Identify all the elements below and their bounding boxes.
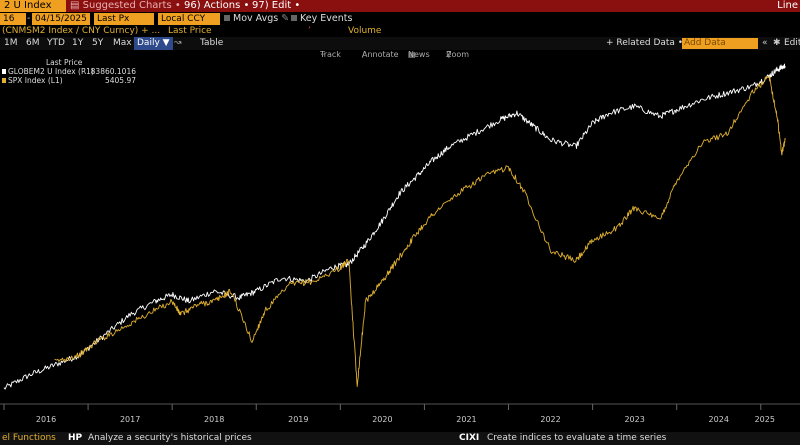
spx-series-line <box>54 75 786 388</box>
period-bar: 1M 6M YTD 1Y 5Y Max Daily ▼ ↝ Table + Re… <box>0 37 800 50</box>
security-name[interactable]: 2 U Index <box>0 0 66 12</box>
x-tick-label: 2020 <box>372 415 392 424</box>
chart-legend: Last Price GLOBEM2 U Index (R1) 83860.10… <box>2 58 136 85</box>
chart-tools: ⋅⋅ Track ∕ Annotate ▤ News ⚲ Zoom <box>320 50 470 59</box>
edit-gear-icon[interactable]: ✱ <box>773 38 781 48</box>
date-separator: - <box>27 13 31 24</box>
period-ytd[interactable]: YTD <box>47 38 65 48</box>
chart-icon[interactable]: ↝ <box>174 38 182 48</box>
legend-header: Last Price <box>46 58 83 67</box>
volume-label: Volume <box>348 26 382 36</box>
x-tick-label: 2024 <box>709 415 729 424</box>
period-1m[interactable]: 1M <box>4 38 18 48</box>
x-tick-label: 2017 <box>120 415 140 424</box>
frequency-select[interactable]: Daily ▼ <box>134 37 173 50</box>
currency-select[interactable]: Local CCY <box>158 13 220 25</box>
globem2-series-line <box>3 63 786 390</box>
end-date-field[interactable]: 04/15/2025 <box>32 13 90 25</box>
suggested-charts-menu[interactable]: ▤ Suggested Charts • <box>70 0 181 11</box>
key-events-toggle[interactable]: Key Events <box>291 13 352 25</box>
legend-value: 83860.1016 <box>90 67 136 76</box>
parameter-bar: 16 - 04/15/2025 Last Px Local CCY Mov Av… <box>0 13 800 26</box>
price-chart[interactable]: 2016 2017 2018 2019 2020 2021 2022 2023 2024 2025 <box>0 60 800 432</box>
zoom-icon: ⚲ <box>446 50 452 59</box>
x-tick-labels: 2016 2017 2018 2019 2020 2021 2022 2023 2024 2025 <box>36 415 775 424</box>
checkbox-icon <box>224 15 230 21</box>
function-bar: 2 U Index ▤ Suggested Charts • 96) Actio… <box>0 0 800 12</box>
function-hint-bar: el Functions HP Analyze a security's his… <box>0 432 800 445</box>
legend-item-globem2[interactable]: GLOBEM2 U Index (R1) 83860.1016 <box>2 67 136 76</box>
collapse-icon[interactable]: « <box>762 38 768 48</box>
x-tick-label: 2016 <box>36 415 56 424</box>
start-date-field[interactable]: 16 <box>0 13 26 25</box>
cixi-description: Create indices to evaluate a time series <box>487 433 667 443</box>
chart-series <box>3 63 786 390</box>
period-1y[interactable]: 1Y <box>72 38 84 48</box>
x-tick-label: 2023 <box>624 415 644 424</box>
legend-name: SPX Index (L1) <box>8 76 63 85</box>
pencil-icon: ✎ <box>281 13 290 24</box>
cixi-code[interactable]: CIXI <box>459 433 480 443</box>
legend-item-spx[interactable]: SPX Index (L1) 5405.97 <box>2 76 136 85</box>
hp-code[interactable]: HP <box>68 433 83 443</box>
functions-link[interactable]: el Functions <box>2 433 56 443</box>
period-5y[interactable]: 5Y <box>92 38 104 48</box>
price-field-label: Last Price <box>168 26 212 36</box>
edit-chart-button[interactable]: Edit <box>784 38 800 48</box>
legend-swatch <box>2 78 6 83</box>
x-axis <box>0 403 800 410</box>
x-tick-label: 2018 <box>204 415 224 424</box>
track-icon: ⋅⋅ <box>320 50 326 59</box>
edit-menu[interactable]: 97) Edit • <box>252 0 301 11</box>
checkbox-icon <box>291 15 297 21</box>
price-field-select[interactable]: Last Px <box>94 13 154 25</box>
legend-value: 5405.97 <box>104 76 136 85</box>
legend-name: GLOBEM2 U Index (R1) <box>8 67 94 76</box>
x-tick-label: 2025 <box>755 415 775 424</box>
annotate-icon: ∕ <box>362 50 365 59</box>
add-data-input[interactable]: Add Data <box>682 38 758 49</box>
chart-type-menu[interactable]: Line <box>777 0 798 11</box>
table-button[interactable]: Table <box>200 38 224 48</box>
legend-swatch <box>2 69 6 74</box>
volume-marker-icon: ’ <box>308 26 311 36</box>
period-6m[interactable]: 6M <box>26 38 40 48</box>
security-subtitle: (CNMSM2 Index / CNY Curncy) + ... Last P… <box>0 26 800 37</box>
x-tick-label: 2019 <box>288 415 308 424</box>
hp-description: Analyze a security's historical prices <box>88 433 252 443</box>
news-icon: ▤ <box>408 50 416 59</box>
x-tick-label: 2022 <box>540 415 560 424</box>
mov-avgs-toggle[interactable]: Mov Avgs ✎ <box>224 13 289 25</box>
related-data-button[interactable]: + Related Data • <box>606 38 684 48</box>
actions-menu[interactable]: 96) Actions • <box>184 0 250 11</box>
period-max[interactable]: Max <box>113 38 132 48</box>
security-expression: (CNMSM2 Index / CNY Curncy) + ... <box>2 26 161 36</box>
x-tick-label: 2021 <box>456 415 476 424</box>
